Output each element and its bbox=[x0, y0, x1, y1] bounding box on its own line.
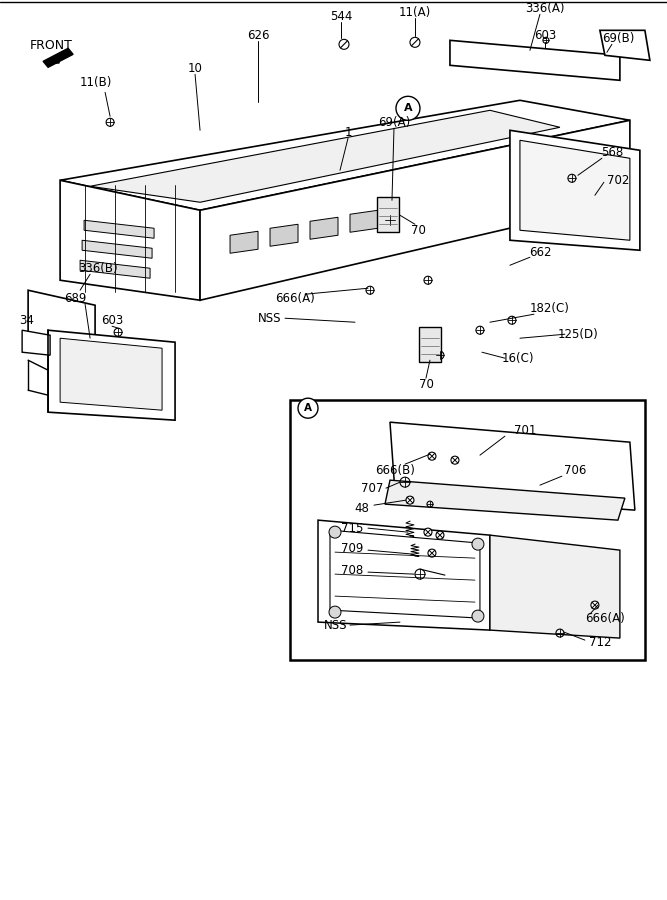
Text: 11(B): 11(B) bbox=[80, 76, 112, 89]
Polygon shape bbox=[90, 111, 560, 202]
Text: A: A bbox=[304, 403, 312, 413]
Text: NSS: NSS bbox=[324, 618, 348, 632]
Text: 125(D): 125(D) bbox=[558, 328, 598, 341]
Text: A: A bbox=[404, 104, 412, 113]
Text: 182(C): 182(C) bbox=[530, 302, 570, 315]
Polygon shape bbox=[490, 536, 620, 638]
Text: 709: 709 bbox=[341, 542, 363, 554]
Polygon shape bbox=[390, 422, 635, 510]
Text: 666(B): 666(B) bbox=[375, 464, 415, 477]
Polygon shape bbox=[22, 330, 50, 356]
Polygon shape bbox=[330, 530, 480, 618]
Polygon shape bbox=[60, 100, 630, 211]
Text: 603: 603 bbox=[101, 314, 123, 327]
Polygon shape bbox=[520, 140, 630, 240]
Polygon shape bbox=[60, 338, 162, 410]
Text: 336(A): 336(A) bbox=[525, 2, 565, 14]
Polygon shape bbox=[450, 40, 620, 80]
Circle shape bbox=[428, 549, 436, 557]
Circle shape bbox=[406, 496, 414, 504]
Polygon shape bbox=[84, 220, 154, 238]
Polygon shape bbox=[82, 240, 152, 258]
Polygon shape bbox=[230, 231, 258, 253]
Text: 336(B): 336(B) bbox=[78, 262, 118, 274]
Circle shape bbox=[329, 606, 341, 618]
Circle shape bbox=[472, 610, 484, 622]
Text: 702: 702 bbox=[607, 174, 629, 187]
Circle shape bbox=[472, 538, 484, 550]
Text: 16(C): 16(C) bbox=[502, 352, 534, 365]
Text: 701: 701 bbox=[514, 424, 536, 436]
Text: 708: 708 bbox=[341, 563, 363, 577]
Polygon shape bbox=[270, 224, 298, 247]
Text: 69(A): 69(A) bbox=[378, 116, 410, 129]
Circle shape bbox=[396, 96, 420, 121]
Text: 1: 1 bbox=[344, 126, 352, 139]
Polygon shape bbox=[318, 520, 490, 630]
Text: 666(A): 666(A) bbox=[585, 612, 625, 625]
Text: 715: 715 bbox=[341, 522, 363, 535]
Circle shape bbox=[329, 526, 341, 538]
Circle shape bbox=[428, 452, 436, 460]
Text: 568: 568 bbox=[601, 146, 623, 158]
Text: 626: 626 bbox=[247, 29, 269, 41]
Text: 666(A): 666(A) bbox=[275, 292, 315, 305]
Text: 603: 603 bbox=[534, 29, 556, 41]
Text: 706: 706 bbox=[564, 464, 586, 477]
Text: 34: 34 bbox=[19, 314, 33, 327]
Bar bbox=[290, 400, 645, 660]
Polygon shape bbox=[510, 130, 640, 250]
Polygon shape bbox=[200, 121, 630, 301]
Circle shape bbox=[424, 528, 432, 536]
Text: 69(B): 69(B) bbox=[602, 32, 634, 45]
Text: 70: 70 bbox=[410, 224, 426, 237]
Circle shape bbox=[298, 398, 318, 418]
Polygon shape bbox=[310, 217, 338, 239]
Polygon shape bbox=[48, 330, 175, 420]
Text: 11(A): 11(A) bbox=[399, 5, 431, 19]
Circle shape bbox=[436, 531, 444, 539]
Text: 707: 707 bbox=[361, 482, 383, 495]
Text: 662: 662 bbox=[529, 246, 551, 258]
Polygon shape bbox=[385, 481, 625, 520]
Text: 689: 689 bbox=[64, 292, 86, 305]
Polygon shape bbox=[28, 290, 95, 356]
Polygon shape bbox=[600, 31, 650, 60]
Text: 70: 70 bbox=[418, 378, 434, 391]
Circle shape bbox=[451, 456, 459, 464]
Text: FRONT: FRONT bbox=[30, 39, 73, 52]
Bar bbox=[377, 197, 399, 232]
Circle shape bbox=[591, 601, 599, 609]
Text: 544: 544 bbox=[329, 10, 352, 22]
Polygon shape bbox=[43, 49, 73, 68]
Polygon shape bbox=[350, 211, 378, 232]
Text: 48: 48 bbox=[355, 501, 370, 515]
Text: NSS: NSS bbox=[258, 311, 281, 325]
Polygon shape bbox=[80, 260, 150, 278]
Text: 712: 712 bbox=[589, 635, 611, 649]
Polygon shape bbox=[60, 180, 200, 301]
Text: 10: 10 bbox=[187, 62, 203, 75]
Bar bbox=[419, 328, 441, 362]
